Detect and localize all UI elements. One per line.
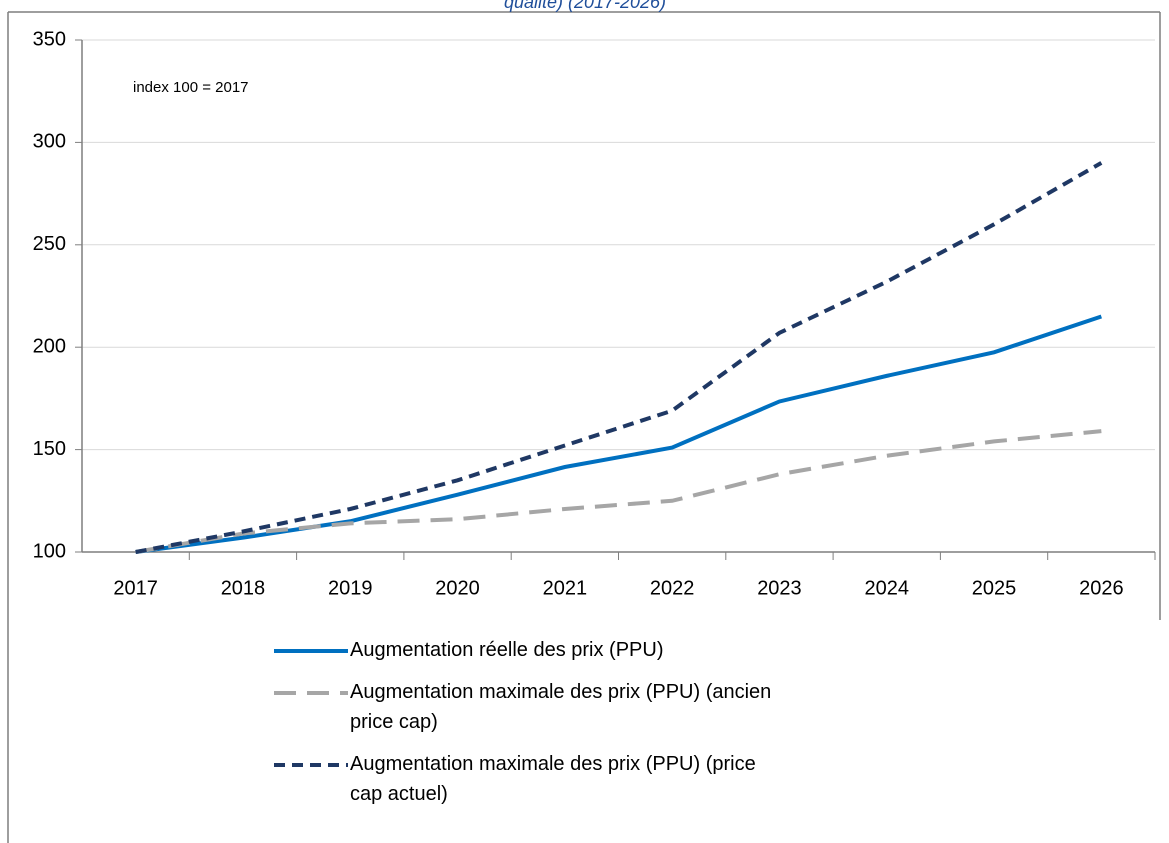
legend-label: Augmentation maximale des prix (PPU) (pr… xyxy=(350,753,756,805)
x-tick-label: 2026 xyxy=(1079,577,1124,599)
legend-item: Augmentation maximale des prix (PPU) (pr… xyxy=(270,749,790,809)
x-tick-label: 2022 xyxy=(650,577,695,599)
legend-label: Augmentation réelle des prix (PPU) xyxy=(350,639,664,661)
legend-swatch xyxy=(274,691,348,695)
x-tick-label: 2023 xyxy=(757,577,802,599)
x-tick-label: 2024 xyxy=(865,577,910,599)
y-tick-label: 350 xyxy=(33,28,66,50)
y-tick-label: 300 xyxy=(33,131,66,153)
series-line xyxy=(135,314,1102,554)
series-line xyxy=(135,429,1102,554)
legend-item: Augmentation maximale des prix (PPU) (an… xyxy=(270,677,790,737)
legend-label: Augmentation maximale des prix (PPU) (an… xyxy=(350,681,772,733)
annotation: index 100 = 2017 xyxy=(133,79,249,96)
x-tick-label: 2019 xyxy=(328,577,373,599)
x-tick-label: 2017 xyxy=(113,577,158,599)
y-tick-label: 150 xyxy=(33,438,66,460)
x-tick-label: 2021 xyxy=(543,577,588,599)
legend-swatch xyxy=(274,649,348,653)
chart-title: qualité) (2017-2026) xyxy=(504,0,666,12)
legend: Augmentation réelle des prix (PPU) Augmen… xyxy=(270,635,790,821)
y-tick-label: 200 xyxy=(33,335,66,357)
x-tick-label: 2020 xyxy=(435,577,480,599)
y-tick-label: 250 xyxy=(33,233,66,255)
y-tick-label: 100 xyxy=(33,540,66,562)
x-tick-label: 2018 xyxy=(221,577,266,599)
x-tick-label: 2025 xyxy=(972,577,1017,599)
series-line xyxy=(135,161,1103,554)
legend-item: Augmentation réelle des prix (PPU) xyxy=(270,635,790,665)
legend-swatch xyxy=(274,763,348,767)
